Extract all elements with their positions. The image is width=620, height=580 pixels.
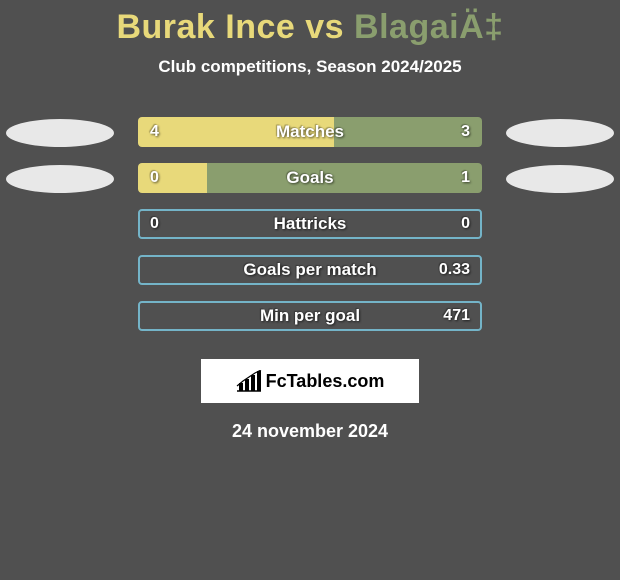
bar-chart-icon — [236, 370, 262, 392]
right-ellipse — [506, 165, 614, 193]
stat-value-right: 3 — [461, 117, 470, 147]
stat-bar: Matches4 3 — [138, 117, 482, 147]
stat-value-left: 0 — [150, 209, 159, 239]
title-part-2: vs — [305, 8, 354, 46]
left-ellipse — [6, 119, 114, 147]
title-part-3: BlagaiÄ‡ — [354, 8, 504, 46]
stat-value-left: 4 — [150, 117, 159, 147]
stat-value-right: 471 — [443, 301, 470, 331]
stat-label: Goals per match — [138, 255, 482, 285]
date-line: 24 november 2024 — [0, 421, 620, 442]
left-ellipse — [6, 165, 114, 193]
stats-rows: Matches43Goals01Hattricks00Goals per mat… — [0, 115, 620, 345]
stat-row: Matches4 3 — [0, 115, 620, 161]
stat-value-right: 0 — [461, 209, 470, 239]
stat-bar: Hattricks0 0 — [138, 209, 482, 239]
brand-text: FcTables.com — [266, 371, 385, 392]
stat-label: Goals — [138, 163, 482, 193]
comparison-title: Burak Ince vs BlagaiÄ‡ — [0, 0, 620, 47]
stat-value-right: 1 — [461, 163, 470, 193]
stat-label: Min per goal — [138, 301, 482, 331]
stat-bar: Goals0 1 — [138, 163, 482, 193]
stat-value-left: 0 — [150, 163, 159, 193]
stat-bar: Goals per match0.33 — [138, 255, 482, 285]
stat-row: Min per goal471 — [0, 299, 620, 345]
stat-row: Hattricks0 0 — [0, 207, 620, 253]
stat-bar: Min per goal471 — [138, 301, 482, 331]
stat-value-right: 0.33 — [439, 255, 470, 285]
stat-label: Hattricks — [138, 209, 482, 239]
stat-label: Matches — [138, 117, 482, 147]
stat-row: Goals per match0.33 — [0, 253, 620, 299]
brand-box[interactable]: FcTables.com — [201, 359, 419, 403]
stat-row: Goals0 1 — [0, 161, 620, 207]
title-part-1: Burak Ince — [116, 8, 305, 46]
right-ellipse — [506, 119, 614, 147]
subtitle: Club competitions, Season 2024/2025 — [0, 57, 620, 77]
